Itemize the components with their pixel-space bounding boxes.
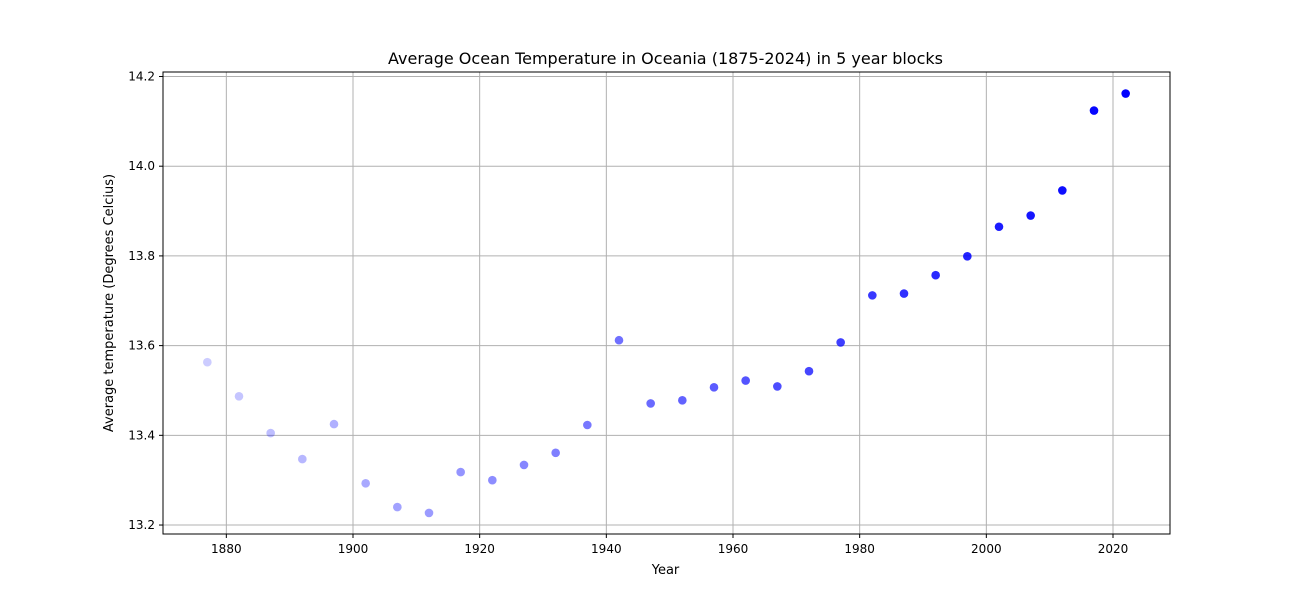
y-axis-ticks: 13.2 13.4 13.6 13.8 14.0 14.2 <box>128 69 163 532</box>
data-point <box>836 338 845 347</box>
data-point <box>899 289 909 298</box>
x-tick-label: 1960 <box>718 542 749 556</box>
data-point <box>393 502 402 512</box>
data-point <box>234 391 244 401</box>
x-axis-label: Year <box>651 563 680 578</box>
x-tick-label: 1940 <box>591 542 622 556</box>
data-point <box>583 420 592 430</box>
data-point <box>203 357 212 367</box>
data-point <box>361 479 370 488</box>
data-point <box>456 467 465 477</box>
y-tick-label: 13.8 <box>128 249 155 263</box>
data-point <box>1026 211 1035 220</box>
plot-area-frame <box>162 71 1171 535</box>
y-tick-label: 13.4 <box>128 428 155 442</box>
x-tick-label: 1880 <box>211 542 242 556</box>
data-point <box>266 428 275 438</box>
data-point <box>488 475 497 485</box>
data-point <box>329 419 339 429</box>
data-point <box>551 448 560 458</box>
x-tick-label: 1900 <box>338 542 369 556</box>
data-point <box>424 508 434 518</box>
x-tick-label: 2000 <box>971 542 1002 556</box>
data-point <box>741 376 750 385</box>
x-axis-ticks: 1880 1900 1920 1940 1960 1980 2000 2020 <box>211 534 1128 556</box>
chart-title: Average Ocean Temperature in Oceania (18… <box>388 49 943 68</box>
data-point <box>614 335 624 345</box>
data-point <box>1058 186 1067 195</box>
x-tick-label: 1980 <box>844 542 875 556</box>
data-point <box>931 270 940 280</box>
y-tick-label: 14.0 <box>128 159 155 173</box>
data-point <box>994 222 1004 232</box>
data-point <box>678 396 687 405</box>
y-axis-label: Average temperature (Degrees Celcius) <box>102 174 117 432</box>
grid-lines <box>163 72 1170 534</box>
data-point <box>298 454 307 464</box>
y-tick-label: 13.6 <box>128 339 155 353</box>
data-point <box>519 460 529 470</box>
data-point <box>963 252 972 261</box>
y-tick-label: 14.2 <box>128 69 155 83</box>
x-tick-label: 1920 <box>464 542 495 556</box>
data-point <box>773 382 782 391</box>
y-tick-label: 13.2 <box>128 518 155 532</box>
data-point <box>709 383 719 392</box>
scatter-points <box>203 89 1130 518</box>
x-tick-label: 2020 <box>1098 542 1129 556</box>
data-point <box>1089 106 1099 115</box>
data-point <box>1121 89 1130 98</box>
data-point <box>868 291 877 300</box>
data-point <box>804 366 814 376</box>
data-point <box>646 399 655 408</box>
